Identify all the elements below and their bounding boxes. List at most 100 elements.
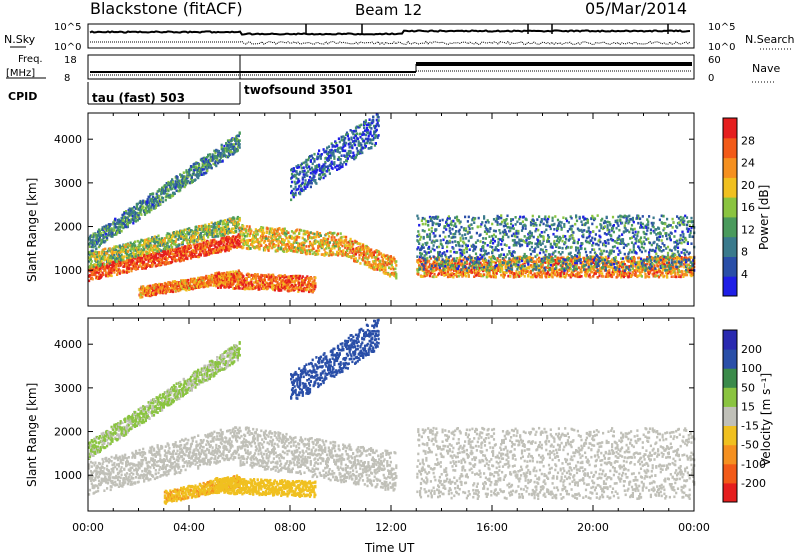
heatmap-cell [372, 262, 375, 265]
heatmap-cell [305, 277, 308, 280]
heatmap-cell [340, 135, 343, 139]
heatmap-cell [240, 229, 243, 233]
heatmap-cell [210, 231, 213, 234]
heatmap-cell [125, 211, 128, 215]
heatmap-cell [184, 286, 187, 289]
heatmap-cell [193, 277, 196, 281]
heatmap-cell [395, 260, 398, 263]
heatmap-cell [246, 286, 249, 290]
heatmap-cell [308, 179, 311, 182]
heatmap-cell [155, 292, 158, 295]
heatmap-cell [294, 182, 297, 186]
heatmap-cell [232, 137, 235, 141]
heatmap-cell [209, 281, 212, 285]
heatmap-cell [256, 274, 259, 278]
heatmap-cell [368, 248, 371, 252]
heatmap-cell [227, 140, 230, 144]
heatmap-cell [195, 165, 198, 168]
heatmap-cell [150, 244, 153, 247]
heatmap-cell [297, 177, 300, 181]
heatmap-cell [321, 173, 324, 176]
heatmap-cell [140, 238, 143, 242]
heatmap-cell [174, 235, 177, 238]
heatmap-cell [169, 240, 172, 244]
heatmap-cell [136, 202, 139, 206]
heatmap-cell [290, 172, 294, 176]
heatmap-cell [365, 248, 368, 251]
heatmap-cell [111, 269, 114, 273]
heatmap-cell [314, 241, 317, 245]
heatmap-cell [327, 232, 330, 235]
heatmap-cell [188, 254, 191, 258]
heatmap-cell [150, 256, 153, 259]
heatmap-cell [194, 167, 197, 170]
heatmap-cell [166, 232, 169, 235]
heatmap-cell [363, 120, 366, 124]
heatmap-cell [362, 253, 366, 257]
heatmap-cell [291, 276, 294, 280]
heatmap-cell [335, 244, 338, 248]
heatmap-cell [233, 143, 236, 146]
heatmap-cell [132, 221, 135, 225]
heatmap-cell [312, 179, 315, 182]
heatmap-cell [241, 277, 244, 280]
heatmap-cell [148, 201, 151, 204]
heatmap-cell [134, 252, 138, 256]
heatmap-cell [205, 171, 208, 174]
heatmap-cell [91, 243, 94, 246]
heatmap-cell [207, 278, 211, 282]
heatmap-cell [300, 187, 303, 191]
heatmap-cell [343, 235, 346, 239]
heatmap-cell [116, 273, 119, 276]
heatmap-cell [110, 271, 113, 274]
heatmap-cell [269, 241, 272, 244]
heatmap-cell [180, 229, 184, 233]
heatmap-cell [351, 156, 354, 159]
heatmap-cell [332, 153, 335, 156]
heatmap-cell [185, 235, 188, 239]
heatmap-cell [301, 176, 304, 179]
heatmap-cell [249, 232, 252, 235]
heatmap-cell [122, 258, 125, 261]
heatmap-cell [313, 152, 316, 156]
cpid-segment-1: twofsound 3501 [244, 83, 353, 97]
heatmap-cell [308, 231, 311, 235]
heatmap-cell [299, 163, 303, 167]
heatmap-cell [222, 243, 225, 247]
heatmap-cell [295, 170, 298, 173]
heatmap-cell [148, 254, 151, 258]
heatmap-cell [262, 234, 265, 237]
heatmap-cell [252, 233, 255, 237]
heatmap-cell [363, 256, 366, 260]
heatmap-cell [306, 249, 309, 252]
heatmap-cell [351, 131, 354, 134]
heatmap-cell [350, 137, 353, 141]
heatmap-cell [176, 259, 179, 262]
heatmap-cell [97, 234, 100, 237]
heatmap-cell [357, 142, 360, 146]
heatmap-cell [220, 230, 223, 233]
heatmap-cell [359, 136, 362, 139]
heatmap-cell [171, 194, 175, 197]
heatmap-cell [256, 281, 259, 284]
heatmap-cell [253, 273, 257, 276]
heatmap-cell [148, 257, 151, 260]
heatmap-cell [140, 208, 143, 212]
heatmap-cell [219, 276, 222, 280]
heatmap-cell [390, 261, 393, 265]
heatmap-cell [137, 251, 140, 254]
heatmap-cell [381, 258, 384, 261]
heatmap-cell [197, 276, 200, 280]
heatmap-cell [212, 222, 215, 226]
heatmap-cell [339, 158, 342, 161]
heatmap-cell [324, 251, 327, 254]
heatmap-cell [218, 280, 221, 284]
heatmap-cell [220, 241, 223, 244]
heatmap-cell [290, 189, 294, 193]
heatmap-cell [248, 275, 251, 278]
heatmap-cell [277, 237, 280, 241]
heatmap-cell [297, 274, 300, 278]
heatmap-cell [301, 181, 304, 184]
heatmap-cell [192, 280, 195, 283]
heatmap-cell [351, 146, 354, 150]
